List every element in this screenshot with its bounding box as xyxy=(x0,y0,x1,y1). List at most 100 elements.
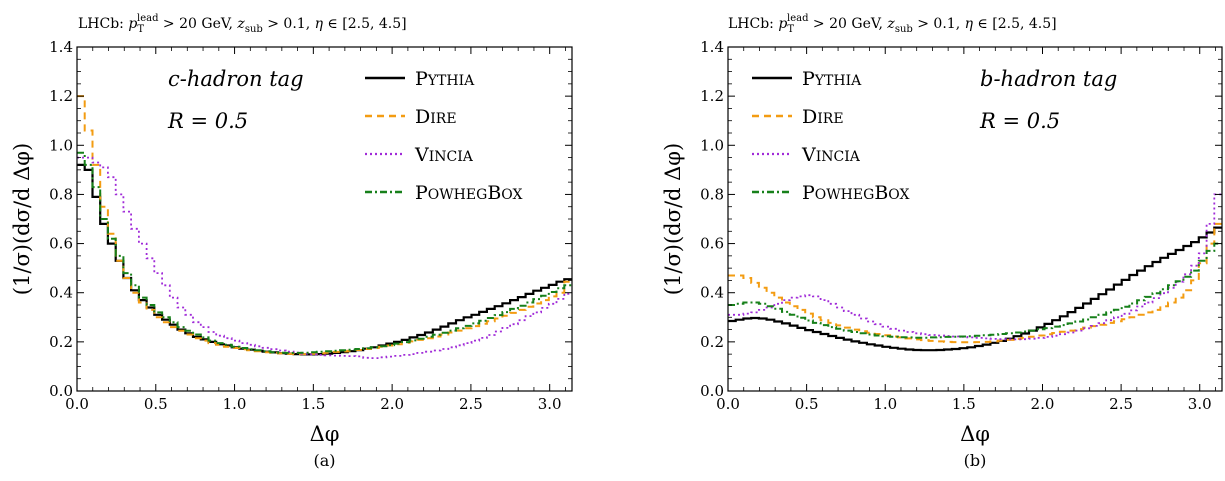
top-label-b-p: p xyxy=(778,16,787,32)
y-tick-label-a: 0.4 xyxy=(49,284,73,302)
top-label-b-rest1: > 20 GeV, xyxy=(808,16,887,32)
x-axis-label-b: Δφ xyxy=(960,422,990,446)
legend-label-dire-b: DIRE xyxy=(802,106,844,128)
legend-char: I xyxy=(429,149,435,165)
legend-char: P xyxy=(415,182,428,204)
legend-char: T xyxy=(437,73,447,89)
top-label-a-sub: sub xyxy=(245,24,263,35)
series-line-vincia-b xyxy=(728,193,1222,341)
y-tick-label-b: 0.4 xyxy=(700,284,724,302)
y-tick-label-a: 0.0 xyxy=(49,382,73,400)
legend-char: I xyxy=(817,111,823,127)
x-tick-label-b: 2.5 xyxy=(1109,395,1133,413)
panel-caption-a: (a) xyxy=(313,451,335,470)
legend-char: G xyxy=(863,187,874,203)
legend-label-pythia-a: PYTHIA xyxy=(415,68,475,90)
tag-label-b: b-hadron tag xyxy=(980,67,1117,91)
top-label-a-z: z xyxy=(236,16,245,32)
legend-char: Y xyxy=(427,73,438,89)
top-label-b-eta: η xyxy=(965,16,974,32)
series-line-dire-b xyxy=(728,222,1222,344)
legend-char: R xyxy=(823,111,834,127)
legend-char: N xyxy=(821,149,833,165)
top-label-a-p: p xyxy=(128,16,137,32)
legend-char: D xyxy=(802,106,817,128)
legend-char: P xyxy=(802,68,815,90)
series-line-dire-a xyxy=(77,95,572,356)
x-tick-label-b: 0.5 xyxy=(795,395,819,413)
legend-label-powhegbox-b: POWHEGBOX xyxy=(802,182,910,204)
legend-char: N xyxy=(434,149,446,165)
top-label-a-rest1: > 20 GeV, xyxy=(158,16,237,32)
legend-char: I xyxy=(816,149,822,165)
legend-char: I xyxy=(459,73,465,89)
legend-char: X xyxy=(900,187,910,203)
legend-char: O xyxy=(815,187,826,203)
legend-char: T xyxy=(824,73,834,89)
x-tick-label-a: 2.0 xyxy=(380,395,404,413)
legend-label-vincia-b: VINCIA xyxy=(801,144,861,166)
legend-label-pythia-b: PYTHIA xyxy=(802,68,862,90)
top-label-b-lead: lead xyxy=(787,13,809,24)
top-label-b-rest2: > 0.1, xyxy=(913,16,965,32)
legend-char: A xyxy=(462,149,474,165)
plot-frame-b xyxy=(727,46,1223,392)
top-label-a-T: T xyxy=(137,24,144,35)
y-axis-label-a: (1/σ)(dσ/d Δφ) xyxy=(10,143,34,295)
legend-char: I xyxy=(846,73,852,89)
legend-char: C xyxy=(447,149,458,165)
legend-char: P xyxy=(802,182,815,204)
x-tick-label-b: 2.0 xyxy=(1031,395,1055,413)
top-label-b-lhcb: LHCb: xyxy=(728,16,778,32)
legend-char: O xyxy=(428,187,439,203)
legend-char: B xyxy=(874,182,888,204)
legend-char: W xyxy=(826,187,841,203)
top-label-a-rest2: > 0.1, xyxy=(263,16,315,32)
x-tick-label-a: 3.0 xyxy=(538,395,562,413)
legend-char: H xyxy=(446,73,458,89)
legend-char: H xyxy=(454,187,466,203)
plot-frame-a xyxy=(76,46,573,392)
legend-char: A xyxy=(463,73,475,89)
legend-char: W xyxy=(439,187,454,203)
top-label-b-z: z xyxy=(886,16,895,32)
top-label-a: LHCb: pTlead > 20 GeV, zsub > 0.1, η ∈ [… xyxy=(78,13,407,35)
y-tick-label-a: 0.2 xyxy=(49,333,73,351)
legend-char: A xyxy=(850,73,862,89)
y-tick-label-b: 1.4 xyxy=(700,38,724,56)
x-tick-label-b: 3.0 xyxy=(1188,395,1212,413)
legend-char: I xyxy=(844,149,850,165)
x-tick-label-b: 1.5 xyxy=(952,395,976,413)
top-label-a-lhcb: LHCb: xyxy=(78,16,128,32)
y-tick-label-a: 0.6 xyxy=(49,235,73,253)
x-tick-label-a: 1.0 xyxy=(223,395,247,413)
y-tick-label-b: 0.6 xyxy=(700,235,724,253)
x-axis-label-a: Δφ xyxy=(310,422,340,446)
legend-char: I xyxy=(457,149,463,165)
legend-char: E xyxy=(833,111,843,127)
top-label-a-eta: η xyxy=(315,16,324,32)
top-label-b-rest3: ∈ [2.5, 4.5] xyxy=(973,16,1057,32)
legend-char: I xyxy=(430,111,436,127)
legend-char: O xyxy=(888,187,899,203)
legend-char: P xyxy=(415,68,428,90)
y-tick-label-b: 0.0 xyxy=(700,382,724,400)
y-tick-label-a: 1.0 xyxy=(49,136,73,154)
legend-char: O xyxy=(501,187,512,203)
legend-label-powhegbox-a: POWHEGBOX xyxy=(415,182,523,204)
legend-label-dire-a: DIRE xyxy=(415,106,457,128)
legend-char: B xyxy=(487,182,501,204)
series-line-vincia-a xyxy=(77,156,572,359)
chart-panel-a: LHCb: pTlead > 20 GeV, zsub > 0.1, η ∈ [… xyxy=(10,13,573,470)
legend-char: E xyxy=(466,187,476,203)
y-axis-label-b: (1/σ)(dσ/d Δφ) xyxy=(661,143,685,295)
tag-label-a: c-hadron tag xyxy=(168,67,304,91)
series-line-powhegbox-b xyxy=(728,242,1222,339)
legend-char: D xyxy=(415,106,430,128)
legend-char: V xyxy=(801,144,816,166)
x-tick-label-a: 1.5 xyxy=(301,395,325,413)
series-line-powhegbox-a xyxy=(77,151,572,354)
x-tick-label-b: 0.0 xyxy=(716,395,740,413)
top-label-a-lead: lead xyxy=(137,13,159,24)
